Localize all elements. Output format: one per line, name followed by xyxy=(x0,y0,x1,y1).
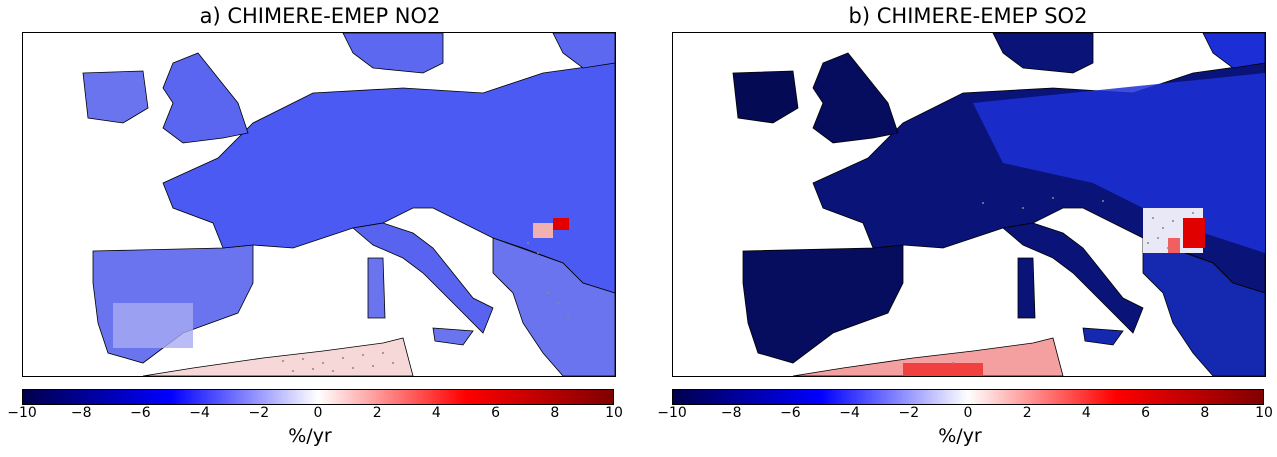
significance-dots xyxy=(282,242,569,372)
tick-label: −10 xyxy=(657,405,687,421)
tick-label: 0 xyxy=(963,405,973,421)
colorbar-unit: %/yr xyxy=(288,425,332,447)
tick-label: 10 xyxy=(605,405,623,421)
tick-label: 6 xyxy=(1141,405,1151,421)
iberia-light-patch xyxy=(113,303,193,348)
europe-map-so2 xyxy=(732,33,1265,376)
hotspot-red xyxy=(553,218,569,230)
ireland-land xyxy=(82,70,149,124)
map-so2 xyxy=(672,32,1266,377)
tick-label: 4 xyxy=(431,405,441,421)
scandinavia-east xyxy=(552,33,615,69)
colorbar-ticks: −10 −8 −6 −4 −2 0 2 4 6 8 10 xyxy=(7,405,623,425)
tick-label: −6 xyxy=(130,405,151,421)
scandinavia-land xyxy=(342,33,444,74)
tick-label: −10 xyxy=(7,405,37,421)
tick-label: 8 xyxy=(1200,405,1210,421)
balkans-land xyxy=(492,237,615,376)
panel-so2: b) CHIMERE-EMEP SO2 xyxy=(650,0,1273,457)
panel-no2: a) CHIMERE-EMEP NO2 xyxy=(0,0,623,457)
north-africa-land xyxy=(792,337,1064,376)
hotspot-red xyxy=(1183,218,1205,248)
europe-map-no2 xyxy=(82,33,615,376)
tick-label: 2 xyxy=(372,405,382,421)
tick-label: 4 xyxy=(1081,405,1091,421)
colorbar xyxy=(22,389,614,405)
tick-label: −4 xyxy=(839,405,860,421)
corsica-sardinia-land xyxy=(1017,257,1036,319)
tick-label: 10 xyxy=(1255,405,1273,421)
tick-label: 8 xyxy=(550,405,560,421)
corsica-sardinia-land xyxy=(367,257,386,319)
iberia-land xyxy=(742,244,904,364)
tick-label: −8 xyxy=(720,405,742,421)
tick-label: −2 xyxy=(898,405,920,421)
scandinavia-east xyxy=(1202,33,1265,69)
britain-land xyxy=(812,52,899,144)
balkans-land xyxy=(1142,237,1265,376)
colorbar-unit: %/yr xyxy=(938,425,982,447)
italy-land xyxy=(1002,222,1144,334)
panel-title: b) CHIMERE-EMEP SO2 xyxy=(848,4,1088,28)
tick-label: 6 xyxy=(491,405,501,421)
colorbar xyxy=(672,389,1264,405)
tick-label: 2 xyxy=(1022,405,1032,421)
italy-land xyxy=(352,222,494,334)
sicily-land xyxy=(432,327,474,346)
colorbar-ticks: −10 −8 −6 −4 −2 0 2 4 6 8 10 xyxy=(657,405,1273,425)
scandinavia-land xyxy=(992,33,1094,74)
tick-label: −2 xyxy=(248,405,270,421)
significance-dots xyxy=(952,197,1194,364)
hotspot-light xyxy=(533,223,553,238)
africa-red-patch xyxy=(903,363,983,376)
tick-label: −8 xyxy=(70,405,92,421)
panel-title: a) CHIMERE-EMEP NO2 xyxy=(199,4,441,28)
north-africa-land xyxy=(142,337,414,376)
britain-land xyxy=(162,52,249,144)
ireland-land xyxy=(732,70,799,124)
sicily-land xyxy=(1082,327,1124,346)
tick-label: 0 xyxy=(313,405,323,421)
hotspot-red-2 xyxy=(1168,238,1180,253)
tick-label: −4 xyxy=(189,405,210,421)
map-no2 xyxy=(22,32,616,377)
tick-label: −6 xyxy=(780,405,801,421)
